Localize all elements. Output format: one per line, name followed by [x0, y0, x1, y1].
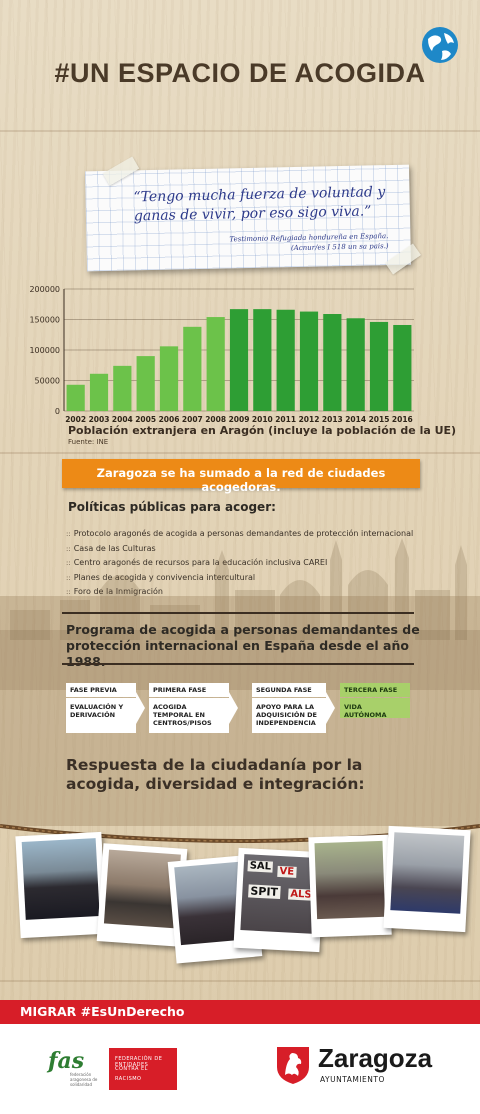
quote-text: “Tengo mucha fuerza de voluntad y ganas … — [133, 184, 386, 225]
phase-name: PRIMERA FASE — [149, 683, 229, 697]
phase-desc: ACOGIDA TEMPORAL EN CENTROS/PISOS — [149, 698, 229, 733]
footer-logos — [0, 1024, 480, 1114]
divider-line — [62, 663, 414, 665]
photo-frame — [15, 831, 107, 939]
bar — [369, 321, 389, 411]
zaragoza-lion-shield-icon — [277, 1047, 309, 1084]
bar — [113, 365, 132, 411]
quote-source: Testimonio Refugiada hondureña en España… — [188, 231, 388, 255]
footer-hashtag-bar: MIGRAR #EsUnDerecho — [0, 1000, 480, 1024]
bar — [159, 346, 179, 411]
bar — [66, 384, 85, 411]
highlight-banner: Zaragoza se ha sumado a la red de ciudad… — [62, 459, 420, 494]
list-item: :: Centro aragonés de recursos para la ed… — [66, 558, 328, 567]
quote-card: “Tengo mucha fuerza de voluntad y ganas … — [84, 164, 412, 272]
photo-demonstration — [390, 832, 465, 914]
divider-line — [62, 612, 414, 614]
x-tick-label: 2011 — [275, 415, 296, 424]
x-tick-label: 2007 — [182, 415, 203, 424]
policies-list: :: Protocolo aragonés de acogida a person… — [66, 527, 413, 600]
phase-desc: APOYO PARA LA ADQUISICIÓN DE INDEPENDENC… — [252, 698, 326, 733]
response-title: Respuesta de la ciudadanía por la acogid… — [66, 756, 365, 793]
bar — [346, 318, 365, 411]
arrow-icon — [136, 692, 145, 724]
x-tick-label: 2013 — [322, 415, 343, 424]
x-tick-label: 2016 — [392, 415, 413, 424]
logo-text-line: FEDERACIÓN DE ENTIDADES — [115, 1056, 163, 1068]
program-title: Programa de acogida a personas demandant… — [66, 622, 420, 669]
logo-text-line: RACISMO — [115, 1076, 142, 1082]
phase-step: FASE PREVIA EVALUACIÓN Y DERIVACIÓN — [66, 683, 145, 733]
bar — [136, 356, 155, 411]
zaragoza-logo-subtitle: AYUNTAMIENTO — [320, 1075, 385, 1084]
x-tick-label: 2014 — [345, 415, 366, 424]
bar — [206, 317, 225, 411]
phase-step: PRIMERA FASE ACOGIDA TEMPORAL EN CENTROS… — [149, 683, 238, 733]
bar — [323, 314, 342, 411]
phase-name: SEGUNDA FASE — [252, 683, 326, 697]
y-tick-label: 200000 — [29, 285, 60, 294]
y-tick-label: 0 — [55, 407, 60, 416]
photo-frame — [308, 834, 392, 938]
policies-title: Políticas públicas para acoger: — [68, 500, 276, 514]
list-item: :: Planes de acogida y convivencia interc… — [66, 572, 256, 582]
bar — [276, 309, 295, 411]
y-tick-label: 150000 — [29, 316, 60, 325]
photo-demonstration — [314, 840, 386, 920]
plank-seam — [0, 980, 480, 982]
logo-text-line: CONTRA EL — [115, 1066, 148, 1072]
protest-sign: SAL — [247, 860, 274, 873]
x-tick-label: 2005 — [135, 415, 156, 424]
protest-sign: VE — [277, 865, 297, 878]
photo-demonstration — [21, 838, 100, 920]
x-tick-label: 2002 — [65, 415, 86, 424]
bar-chart: 0 50000 100000 150000 200000 2002 2003 2004 2005… — [29, 285, 414, 424]
phase-desc: VIDA AUTÓNOMA — [340, 698, 410, 719]
y-tick-label: 100000 — [29, 346, 60, 355]
x-tick-label: 2006 — [159, 415, 180, 424]
bar — [253, 309, 272, 411]
poster-title: #UN ESPACIO DE ACOGIDA — [54, 58, 426, 88]
x-tick-label: 2009 — [229, 415, 250, 424]
x-tick-label: 2004 — [112, 415, 133, 424]
x-tick-label: 2015 — [369, 415, 390, 424]
city-skyline-illustration — [0, 538, 480, 690]
racism-federation-logo: FEDERACIÓN DE ENTIDADES CONTRA EL RACISM… — [109, 1048, 177, 1090]
zaragoza-logo: Zaragoza — [318, 1043, 433, 1073]
footer-hashtag: MIGRAR #EsUnDerecho — [20, 1004, 185, 1019]
x-tick-label: 2008 — [205, 415, 226, 424]
banner-text: Zaragoza se ha sumado a la red de ciudad… — [96, 466, 386, 494]
x-tick-label: 2012 — [299, 415, 320, 424]
arrow-icon — [229, 692, 238, 724]
fas-logo: fas — [48, 1048, 85, 1074]
phase-desc: EVALUACIÓN Y DERIVACIÓN — [66, 698, 136, 733]
list-item: :: Protocolo aragonés de acogida a person… — [66, 529, 414, 538]
bar — [183, 326, 202, 411]
bar — [299, 311, 319, 411]
arrow-icon — [326, 692, 335, 724]
phase-name: TERCERA FASE — [340, 683, 410, 697]
fas-logo-subtitle: federación aragonesa de solidaridad — [70, 1072, 98, 1087]
x-tick-label: 2003 — [89, 415, 110, 424]
bar — [393, 324, 412, 411]
plank-seam — [0, 130, 480, 132]
globe-icon — [422, 27, 458, 63]
chart-title: Población extranjera en Aragón (incluye … — [68, 424, 457, 437]
protest-sign: SPIT — [248, 884, 281, 900]
x-tick-label: 2010 — [252, 415, 273, 424]
photo-demonstration: SAL VE SPIT ALS — [240, 854, 319, 934]
plank-seam — [0, 452, 480, 454]
phase-name: FASE PREVIA — [66, 683, 136, 697]
bar — [229, 309, 249, 411]
phase-step: TERCERA FASE VIDA AUTÓNOMA — [340, 683, 410, 733]
phase-step: SEGUNDA FASE APOYO PARA LA ADQUISICIÓN D… — [252, 683, 335, 733]
list-item: :: Casa de las Culturas — [66, 543, 156, 553]
chart-source: Fuente: INE — [68, 438, 109, 446]
bar — [89, 373, 109, 411]
photo-frame — [383, 825, 471, 933]
list-item: ::Foro de la Inmigración — [66, 587, 163, 596]
y-tick-label: 50000 — [35, 377, 60, 386]
